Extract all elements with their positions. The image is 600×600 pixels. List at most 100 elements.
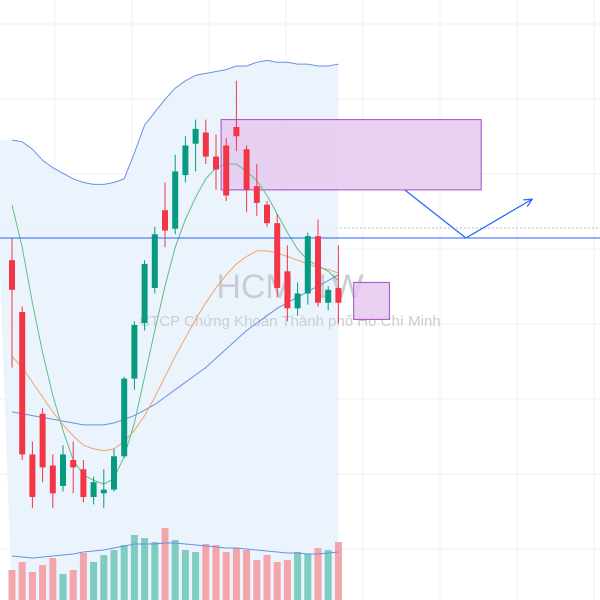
candle-body [325, 289, 332, 303]
resistance-zone-1 [220, 119, 482, 191]
volume-bar [69, 570, 77, 600]
volume-ma-line [11, 542, 339, 559]
candle-body [60, 454, 66, 486]
volume-bar [232, 548, 240, 600]
candle [9, 238, 15, 368]
candle [264, 201, 270, 227]
candle [111, 448, 117, 492]
candle-body [233, 127, 240, 137]
candle-body [131, 324, 138, 379]
volume-bar [304, 554, 312, 600]
candle-body [294, 293, 301, 309]
candle [233, 80, 240, 152]
candle-body [213, 156, 219, 170]
candle [294, 282, 301, 316]
watermark-company: CTCP Chứng Khoán Thành phố Hồ Chí Minh [139, 313, 440, 330]
volume-bar [263, 555, 271, 600]
candle [100, 469, 107, 509]
volume-bar [273, 562, 281, 600]
candle [243, 145, 250, 213]
candle-body [19, 312, 26, 455]
volume-bar [283, 560, 291, 600]
volume-bar [100, 555, 108, 600]
candle [151, 226, 158, 294]
candle [192, 119, 199, 172]
volume-bar [314, 548, 322, 600]
volume-bar [28, 572, 36, 600]
candle [202, 119, 209, 164]
candle [172, 154, 179, 235]
candle-body [9, 260, 15, 290]
candle [60, 445, 66, 492]
candle [223, 138, 230, 201]
volume-bar [130, 535, 138, 600]
candle [325, 286, 332, 311]
volume-bar [90, 562, 98, 600]
volume-bar [334, 542, 342, 600]
projection-line [404, 189, 533, 239]
candle-body [335, 287, 342, 303]
volume-bar [110, 550, 118, 600]
candle-body [182, 145, 189, 176]
volume-bar [294, 552, 302, 600]
candle-body [304, 236, 311, 294]
candle [19, 306, 26, 460]
resistance-zone-2 [353, 281, 390, 320]
volume-bar [243, 550, 251, 600]
volume-bar [49, 558, 57, 600]
candle [90, 476, 97, 505]
moving-averages [11, 163, 339, 485]
candle-body [121, 378, 128, 457]
candle-body [80, 469, 87, 497]
candle-body [223, 145, 230, 196]
volume-bar [79, 553, 87, 600]
volume-bar [39, 565, 47, 600]
candle-body [162, 210, 168, 231]
candle-body [264, 204, 270, 224]
volume-bar [202, 544, 210, 600]
candle [315, 219, 321, 307]
volume-bar [324, 550, 332, 600]
candle [182, 136, 189, 183]
projection-path[interactable] [404, 189, 534, 239]
ma-mid-line [11, 250, 339, 452]
candle-body [151, 234, 158, 288]
volume-bars [8, 528, 342, 600]
volume-bar [212, 545, 220, 600]
candle [70, 441, 77, 494]
candle-body [172, 171, 179, 229]
candle [29, 441, 36, 509]
volume-bar [192, 552, 200, 600]
candle-body [70, 460, 77, 468]
rectangle-zones[interactable] [220, 119, 482, 320]
candle-body [100, 489, 107, 494]
candle-body [192, 128, 199, 144]
candle [80, 460, 87, 503]
volume-bar [59, 574, 67, 600]
candle [162, 182, 168, 248]
candle [284, 245, 291, 322]
candle [304, 232, 311, 305]
candle-body [243, 149, 250, 190]
candle-body [284, 271, 291, 309]
volume-bar [18, 562, 26, 600]
volume-bar [181, 550, 189, 600]
candle-body [39, 413, 46, 468]
volume-bar [8, 570, 16, 600]
candle [131, 321, 138, 390]
volume-bar [222, 552, 230, 600]
candle-body [111, 456, 117, 490]
candle-body [49, 465, 56, 494]
candle [335, 245, 342, 324]
candle [39, 408, 46, 483]
candle-body [90, 482, 97, 497]
candle-body [253, 186, 260, 203]
candle [253, 164, 260, 216]
volume-bar [141, 538, 149, 600]
volume-bar [161, 528, 169, 600]
candle [213, 134, 219, 190]
candle-body [141, 263, 148, 324]
candle [274, 213, 281, 298]
candles [9, 80, 342, 509]
